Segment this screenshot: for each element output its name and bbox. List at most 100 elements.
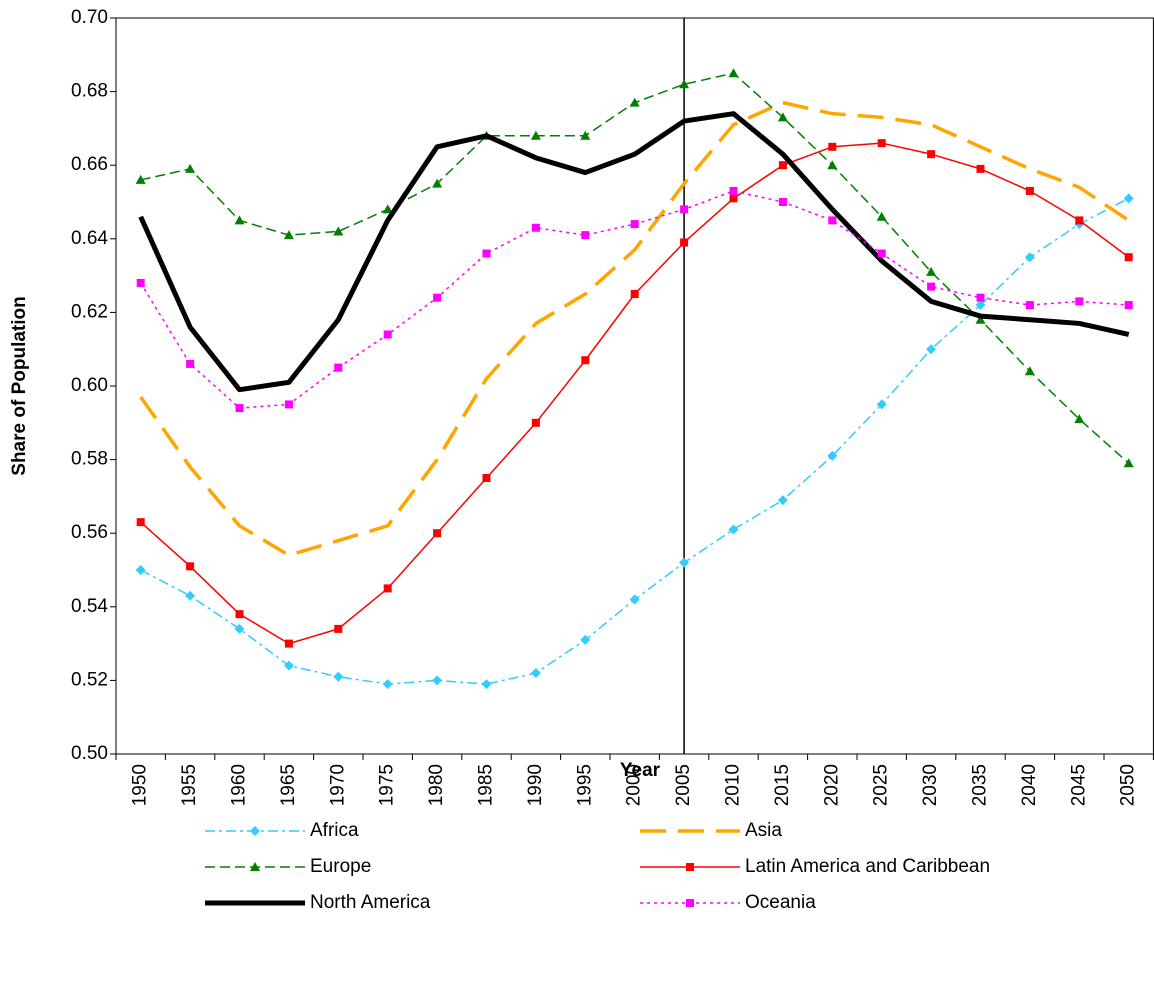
marker xyxy=(235,404,244,413)
marker xyxy=(531,418,540,427)
legend-marker xyxy=(686,863,694,871)
marker xyxy=(976,293,985,302)
marker xyxy=(976,164,985,173)
marker xyxy=(432,178,443,188)
marker xyxy=(680,205,689,214)
marker xyxy=(283,230,294,240)
marker xyxy=(433,529,442,538)
marker xyxy=(630,290,639,298)
marker xyxy=(877,139,886,148)
y-tick-label: 0.68 xyxy=(71,81,108,102)
marker xyxy=(876,211,887,221)
x-tick-label: 2000 xyxy=(624,764,645,806)
marker xyxy=(283,660,294,671)
x-tick-label: 1985 xyxy=(476,764,497,806)
marker xyxy=(383,584,392,593)
marker xyxy=(234,623,245,634)
x-tick-label: 2045 xyxy=(1068,764,1089,806)
x-tick-label: 2035 xyxy=(970,764,991,806)
y-tick-label: 0.56 xyxy=(71,522,108,543)
marker xyxy=(136,278,145,287)
marker xyxy=(828,216,837,225)
x-tick-label: 1960 xyxy=(229,764,250,806)
marker xyxy=(926,266,937,276)
marker xyxy=(778,198,787,206)
marker xyxy=(531,223,540,232)
marker xyxy=(1124,301,1133,310)
series-line xyxy=(140,197,1130,685)
marker xyxy=(729,194,738,203)
marker xyxy=(975,300,986,311)
x-tick-label: 2010 xyxy=(723,764,744,806)
marker xyxy=(581,356,590,365)
y-tick-label: 0.52 xyxy=(71,669,108,690)
marker xyxy=(234,215,245,225)
legend-label: Oceania xyxy=(745,892,816,913)
marker xyxy=(679,557,690,568)
x-tick-label: 2015 xyxy=(772,764,793,806)
legend-marker xyxy=(250,826,260,836)
marker xyxy=(186,359,195,368)
marker xyxy=(1025,301,1034,310)
marker xyxy=(827,450,838,461)
marker xyxy=(235,610,244,619)
legend-label: North America xyxy=(310,892,431,913)
marker xyxy=(777,112,788,122)
x-tick-label: 2030 xyxy=(920,764,941,806)
x-tick-label: 1980 xyxy=(426,764,447,806)
x-tick-label: 2050 xyxy=(1118,764,1139,806)
marker xyxy=(1074,414,1085,424)
marker xyxy=(777,495,788,506)
x-tick-label: 1950 xyxy=(130,764,151,806)
x-tick-label: 1965 xyxy=(278,764,299,806)
marker xyxy=(1025,186,1034,195)
legend-label: Africa xyxy=(310,820,359,841)
y-tick-label: 0.58 xyxy=(71,449,108,470)
marker xyxy=(432,675,443,686)
marker xyxy=(927,150,936,159)
y-tick-label: 0.62 xyxy=(71,301,108,322)
marker xyxy=(877,249,886,258)
marker xyxy=(382,204,393,214)
marker xyxy=(136,518,145,527)
marker xyxy=(481,679,492,690)
x-tick-label: 1990 xyxy=(525,764,546,806)
legend-label: Europe xyxy=(310,856,371,877)
marker xyxy=(530,668,541,679)
legend-marker xyxy=(250,862,260,871)
x-tick-label: 2020 xyxy=(821,764,842,806)
marker xyxy=(333,671,344,682)
marker xyxy=(1123,193,1134,204)
marker xyxy=(828,142,837,151)
y-tick-label: 0.50 xyxy=(71,743,108,764)
marker xyxy=(629,97,640,107)
marker xyxy=(581,231,590,240)
marker xyxy=(482,474,491,482)
x-tick-label: 2040 xyxy=(1019,764,1040,806)
x-tick-label: 1975 xyxy=(377,764,398,806)
y-tick-label: 0.70 xyxy=(71,7,108,28)
marker xyxy=(530,130,541,140)
marker xyxy=(827,160,838,170)
marker xyxy=(927,282,936,291)
marker xyxy=(728,68,739,78)
legend-label: Asia xyxy=(745,820,782,841)
marker xyxy=(284,400,293,409)
marker xyxy=(334,624,343,633)
marker xyxy=(1024,252,1035,263)
x-tick-label: 1995 xyxy=(574,764,595,806)
marker xyxy=(135,565,146,575)
marker xyxy=(383,330,392,339)
y-tick-label: 0.66 xyxy=(71,154,108,175)
x-tick-label: 1955 xyxy=(179,764,200,806)
marker xyxy=(728,524,739,535)
marker xyxy=(1075,216,1084,225)
marker xyxy=(876,399,887,410)
marker xyxy=(1024,366,1035,376)
marker xyxy=(482,249,491,258)
legend-marker xyxy=(686,899,694,907)
marker xyxy=(135,174,146,184)
marker xyxy=(185,163,196,173)
y-tick-label: 0.54 xyxy=(71,596,108,617)
x-tick-label: 2025 xyxy=(871,764,892,806)
